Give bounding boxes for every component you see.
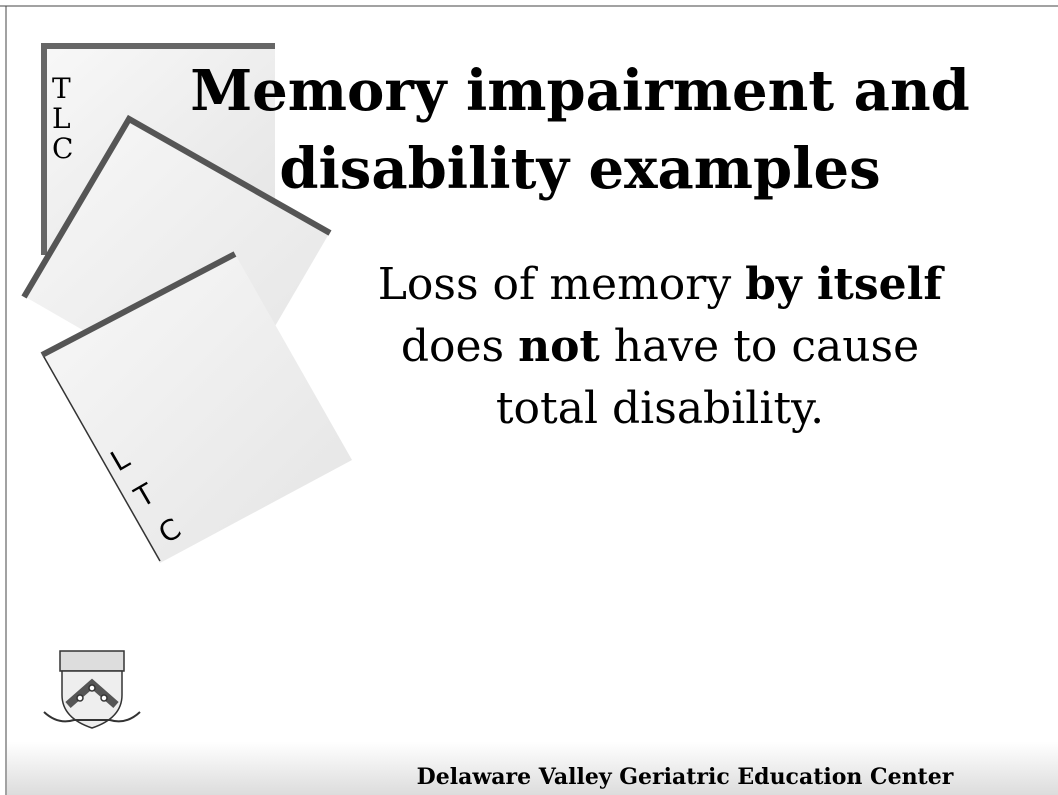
body-segment: have to cause xyxy=(600,321,919,372)
card-letter: L xyxy=(52,102,71,135)
body-segment: Loss of memory xyxy=(378,259,745,310)
title-line: Memory impairment and xyxy=(130,52,1030,130)
card-letter: T xyxy=(52,72,71,105)
slide: TLC LTC Memory impairment anddisability … xyxy=(0,0,1058,795)
footer-text: Delaware Valley Geriatric Education Cent… xyxy=(330,764,1040,790)
body-line: total disability. xyxy=(330,378,990,440)
body-line: does not have to cause xyxy=(330,316,990,378)
card-letter: C xyxy=(52,132,73,165)
card-letters: TLC xyxy=(52,72,73,165)
body-segment: not xyxy=(518,321,600,372)
body-line: Loss of memory by itself xyxy=(330,254,990,316)
body-segment: does xyxy=(401,321,518,372)
body-segment: total disability. xyxy=(496,383,824,434)
body-segment: by itself xyxy=(745,259,942,310)
title-line: disability examples xyxy=(130,130,1030,208)
university-logo xyxy=(44,651,140,728)
